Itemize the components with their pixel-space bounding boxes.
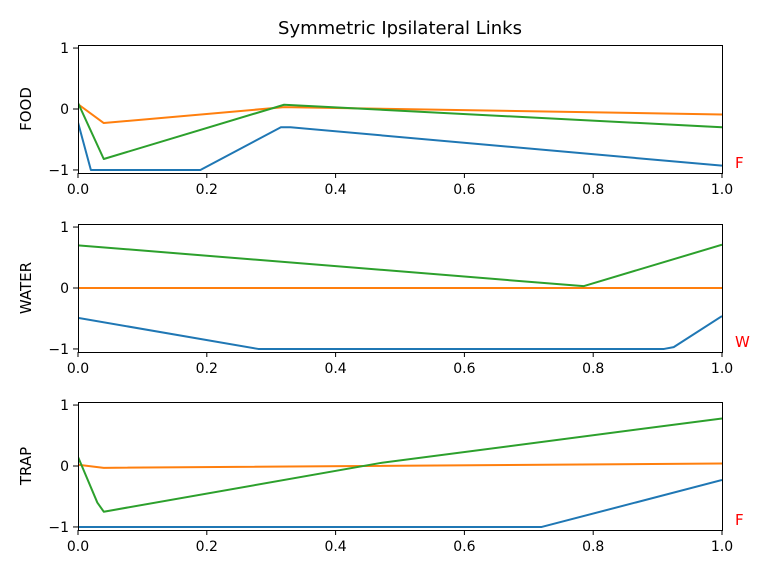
panel-trap-axes-frame: [78, 402, 723, 531]
panel-water-xtick-label: 0.4: [324, 361, 346, 377]
panel-trap-series-2: [78, 462, 722, 469]
panel-water-series-1: [78, 315, 722, 350]
panel-food-xtick-label: 0.0: [67, 182, 89, 198]
panel-trap-series-1: [78, 479, 722, 528]
panel-trap: 0.0 0.2 0.4 0.6 0.8 1.0 −1 0 1 TRAP F: [17, 398, 744, 555]
chart-title: Symmetric Ipsilateral Links: [278, 18, 522, 39]
panel-water-ylabel: WATER: [17, 262, 35, 314]
panel-trap-xtick-label: 0.8: [582, 539, 604, 555]
panel-trap-series-3: [78, 417, 722, 513]
panel-trap-ytick-label: 1: [60, 398, 69, 414]
panel-trap-xtick-label: 0.0: [67, 539, 89, 555]
panel-water-xtick-label: 0.6: [453, 361, 475, 377]
panel-water-xtick-label: 0.2: [196, 361, 218, 377]
panel-trap-xtick-label: 1.0: [711, 539, 733, 555]
panel-water-annotation: W: [735, 333, 750, 351]
panel-water-series-3: [78, 243, 722, 288]
panel-food: 0.0 0.2 0.4 0.6 0.8 1.0 −1 0 1 FOOD F: [17, 41, 744, 198]
panel-water: 0.0 0.2 0.4 0.6 0.8 1.0 −1 0 1 WATER W: [17, 220, 750, 377]
panel-food-axes-frame: [78, 45, 723, 174]
panel-water-axes-frame: [78, 224, 723, 353]
panel-food-xtick-label: 0.4: [324, 182, 346, 198]
panel-water-xtick-label: 0.8: [582, 361, 604, 377]
panel-food-ytick-label: −1: [48, 163, 69, 179]
panel-food-series-1: [78, 122, 722, 171]
panel-food-ylabel: FOOD: [17, 87, 35, 131]
panel-trap-ytick-label: −1: [48, 520, 69, 536]
panel-food-xtick-label: 0.6: [453, 182, 475, 198]
panel-trap-annotation: F: [735, 511, 744, 529]
panel-food-xtick-label: 0.2: [196, 182, 218, 198]
panel-trap-ytick-label: 0: [60, 459, 69, 475]
panel-food-ytick-label: 0: [60, 102, 69, 118]
panel-trap-xtick-label: 0.4: [324, 539, 346, 555]
panel-food-xtick-label: 0.8: [582, 182, 604, 198]
panel-food-xtick-label: 1.0: [711, 182, 733, 198]
panel-food-ytick-label: 1: [60, 41, 69, 57]
panel-water-ytick-label: 0: [60, 281, 69, 297]
panel-food-annotation: F: [735, 154, 744, 172]
panel-trap-xtick-label: 0.6: [453, 539, 475, 555]
panel-trap-ylabel: TRAP: [17, 447, 35, 486]
panel-water-ytick-label: −1: [48, 342, 69, 358]
panel-water-xtick-label: 1.0: [711, 361, 733, 377]
panel-trap-xtick-label: 0.2: [196, 539, 218, 555]
panel-water-xtick-label: 0.0: [67, 361, 89, 377]
panel-food-series-2: [78, 103, 722, 125]
panel-food-series-3: [78, 102, 722, 160]
panel-water-ytick-label: 1: [60, 220, 69, 236]
